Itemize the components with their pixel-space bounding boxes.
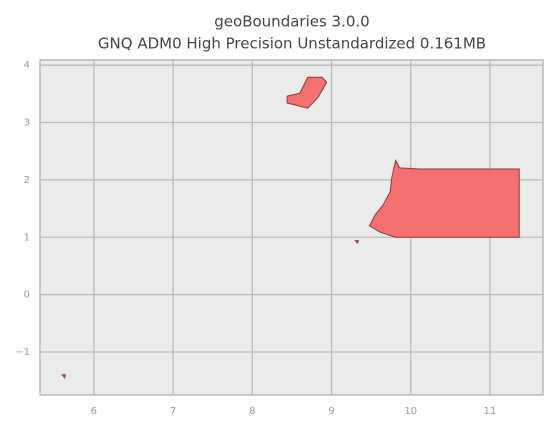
region <box>286 76 328 109</box>
chart-subtitle: GNQ ADM0 High Precision Unstandardized 0… <box>98 35 486 53</box>
chart-title: geoBoundaries 3.0.0 <box>214 13 369 31</box>
x-tick-label: 9 <box>328 406 334 417</box>
region <box>354 240 360 244</box>
y-tick-label: 2 <box>24 175 30 186</box>
x-tick-label: 6 <box>91 406 97 417</box>
region <box>61 374 67 379</box>
x-tick-label: 11 <box>484 406 497 417</box>
y-tick-label: −1 <box>15 347 30 358</box>
y-tick-label: 1 <box>24 232 30 243</box>
y-tick-label: 0 <box>24 290 30 301</box>
x-tick-label: 10 <box>404 406 417 417</box>
y-tick-label: 3 <box>24 118 30 129</box>
y-tick-label: 4 <box>24 60 30 71</box>
x-tick-label: 7 <box>170 406 176 417</box>
x-tick-label: 8 <box>249 406 255 417</box>
region <box>368 158 520 238</box>
